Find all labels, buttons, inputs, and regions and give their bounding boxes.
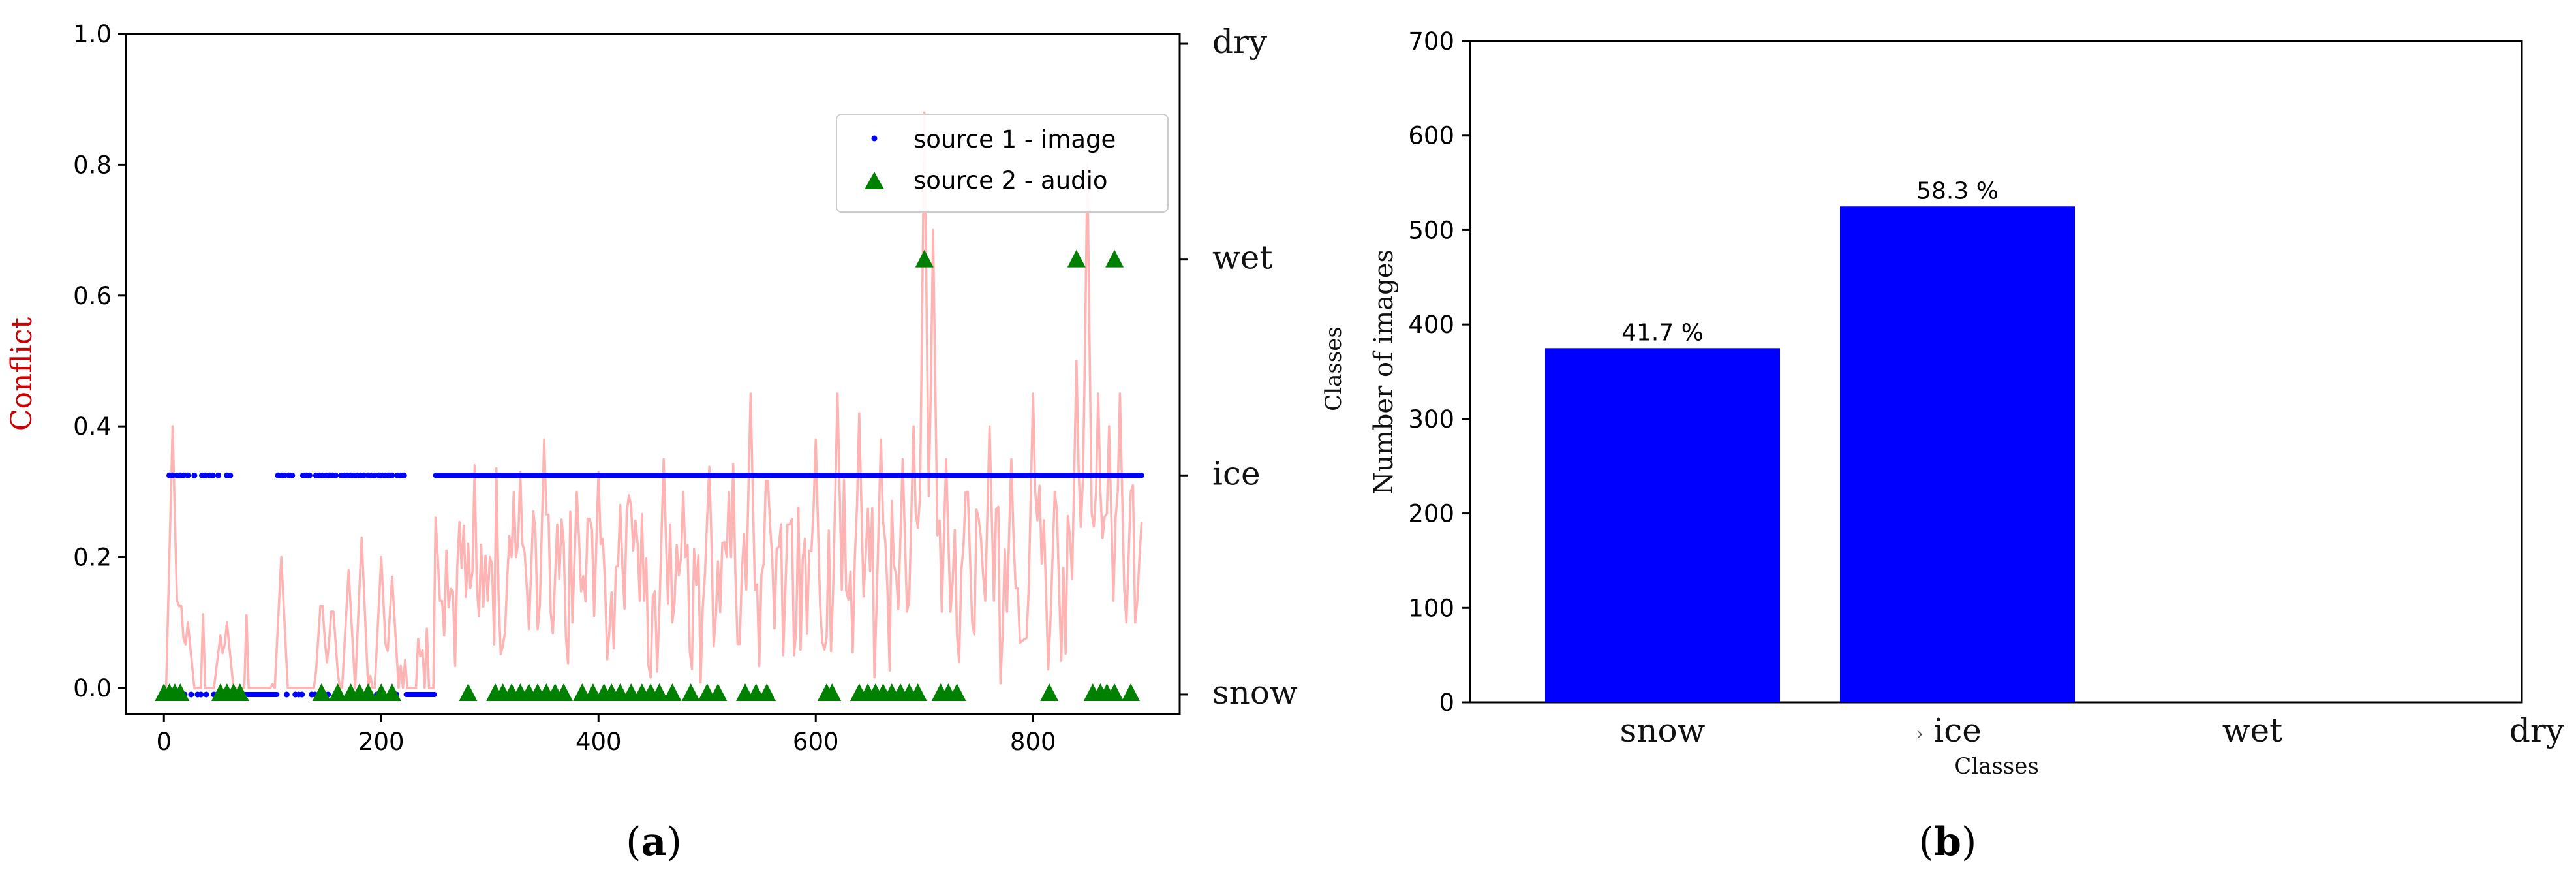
image-point-ice [371, 472, 378, 478]
x-tick-label-dry: dry [2509, 711, 2565, 749]
image-point-snow [299, 691, 305, 698]
panel-a: 0.0 0.2 0.4 0.6 0.8 1.0 0 200 400 600 800 snow ice we… [5, 20, 1298, 756]
x-tick-label: 400 [575, 728, 622, 756]
right-tick-label-snow: snow [1212, 674, 1298, 711]
audio-point-snow [171, 683, 190, 701]
bar-ice [1840, 206, 2075, 702]
conflict-series [164, 111, 1143, 689]
audio-point-snow [709, 683, 728, 701]
x-axis-label-classes: Classes [1954, 753, 2039, 779]
image-point-ice [361, 472, 367, 478]
audio-point-snow [681, 683, 700, 701]
y-tick-label: 600 [1408, 122, 1454, 150]
stray-label-classes: Classes [1321, 326, 1347, 411]
image-point-ice [209, 472, 216, 478]
image-point-ice [401, 472, 407, 478]
legend-marker-image [871, 135, 878, 142]
caption-b: (b) [1919, 819, 1977, 865]
audio-point-snow [459, 683, 478, 701]
image-point-snow [203, 691, 209, 698]
y-tick-label: 0.8 [73, 151, 112, 179]
x-tick-label: 0 [156, 728, 172, 756]
data-label-ice: 58.3 % [1916, 178, 1999, 204]
audio-point-snow [1122, 683, 1141, 701]
image-point-ice [281, 472, 288, 478]
y-axis-label-number-of-images: Number of images [1369, 249, 1399, 495]
y-tick-label: 0 [1439, 689, 1454, 717]
conflict-line [164, 111, 1143, 689]
audio-point-wet [1105, 249, 1124, 268]
audio-point-snow [947, 683, 966, 701]
plot-a-frame [125, 33, 1181, 715]
legend-box [836, 114, 1169, 213]
y-tick-label: 0.2 [73, 544, 112, 572]
y-axis-label-conflict: Conflict [5, 317, 38, 431]
audio-point-snow [312, 683, 331, 701]
stray-glyph: › [1916, 723, 1924, 745]
y-tick-label: 700 [1408, 27, 1454, 55]
legend-label-audio: source 2 - audio [913, 166, 1108, 195]
image-point-ice [389, 472, 395, 478]
audio-point-snow [554, 683, 573, 701]
image-point-ice [170, 472, 176, 478]
x-tick-label-wet: wet [2222, 711, 2282, 749]
y-tick-label: 500 [1408, 216, 1454, 244]
audio-series [155, 249, 1141, 701]
caption-a: (a) [626, 819, 682, 865]
audio-point-snow [650, 683, 669, 701]
y-tick-label: 0.6 [73, 282, 112, 310]
bars: 41.7 % 58.3 % [1545, 178, 2075, 702]
x-tick-label: 600 [793, 728, 839, 756]
x-tick-label: 200 [358, 728, 405, 756]
audio-point-snow [1105, 683, 1124, 701]
image-point-ice [306, 472, 313, 478]
x-tick-label: 800 [1010, 728, 1056, 756]
image-point-ice [332, 472, 339, 478]
y-tick-label: 300 [1408, 405, 1454, 433]
audio-point-snow [328, 683, 347, 701]
bar-snow [1545, 348, 1780, 702]
legend-marker-audio [865, 172, 884, 189]
audio-point-snow [663, 683, 682, 701]
image-point-snow [198, 691, 204, 698]
axis-ticks-b: 0 100 200 300 400 500 600 700 snow ice wet dry › [1408, 27, 2564, 749]
x-tick-label-ice: ice [1933, 711, 1982, 749]
image-point-ice [180, 472, 187, 478]
audio-point-snow [1040, 683, 1059, 701]
y-tick-label: 0.4 [73, 413, 112, 441]
y-tick-label: 1.0 [73, 20, 112, 48]
legend-label-image: source 1 - image [913, 125, 1116, 153]
right-tick-label-dry: dry [1212, 23, 1268, 61]
right-tick-label-ice: ice [1212, 454, 1261, 492]
audio-point-snow [382, 683, 401, 701]
data-label-snow: 41.7 % [1621, 319, 1704, 346]
audio-point-wet [1067, 249, 1086, 268]
audio-point-snow [758, 683, 776, 701]
axis-ticks-a: 0.0 0.2 0.4 0.6 0.8 1.0 0 200 400 600 800 snow ice we… [73, 20, 1298, 756]
audio-point-snow [230, 683, 249, 701]
panel-b: 41.7 % 58.3 % 0 100 200 300 400 500 600 700 snow i… [1321, 27, 2565, 779]
y-tick-label: 0.0 [73, 674, 112, 702]
image-point-ice [215, 472, 222, 478]
image-point-ice [185, 472, 191, 478]
audio-point-snow [908, 683, 927, 701]
image-point-ice [227, 472, 234, 478]
image-point-snow [188, 691, 194, 698]
image-point-ice [202, 472, 209, 478]
image-point-snow [283, 691, 290, 698]
audio-point-snow [823, 683, 842, 701]
image-point-ice [191, 472, 198, 478]
y-tick-label: 100 [1408, 594, 1454, 622]
y-tick-label: 200 [1408, 500, 1454, 528]
y-tick-label: 400 [1408, 311, 1454, 339]
legend: source 1 - image source 2 - audio [836, 114, 1169, 213]
image-point-ice [289, 472, 296, 478]
audio-point-snow [359, 683, 378, 701]
x-tick-label-snow: snow [1620, 711, 1706, 749]
right-tick-label-wet: wet [1212, 239, 1272, 277]
audio-point-wet [915, 249, 934, 268]
